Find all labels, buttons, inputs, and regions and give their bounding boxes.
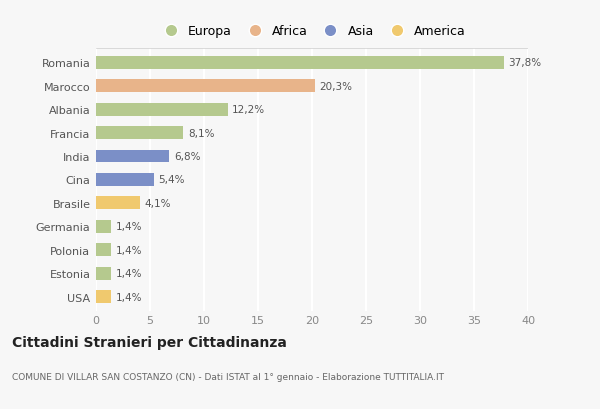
Bar [96, 267, 111, 280]
Text: 5,4%: 5,4% [158, 175, 185, 185]
Bar [96, 127, 184, 139]
Text: 1,4%: 1,4% [115, 268, 142, 279]
Text: COMUNE DI VILLAR SAN COSTANZO (CN) - Dati ISTAT al 1° gennaio - Elaborazione TUT: COMUNE DI VILLAR SAN COSTANZO (CN) - Dat… [12, 372, 444, 381]
Text: 8,1%: 8,1% [188, 128, 214, 138]
Text: 20,3%: 20,3% [320, 81, 353, 92]
Bar [96, 197, 140, 210]
Bar [96, 244, 111, 256]
Bar [96, 57, 504, 70]
Text: 1,4%: 1,4% [115, 222, 142, 231]
Bar [96, 173, 154, 187]
Bar [96, 80, 315, 93]
Text: 6,8%: 6,8% [174, 152, 200, 162]
Text: 1,4%: 1,4% [115, 292, 142, 302]
Bar [96, 220, 111, 233]
Text: 12,2%: 12,2% [232, 105, 265, 115]
Bar [96, 150, 169, 163]
Text: 1,4%: 1,4% [115, 245, 142, 255]
Legend: Europa, Africa, Asia, America: Europa, Africa, Asia, America [158, 25, 466, 38]
Text: 37,8%: 37,8% [509, 58, 542, 68]
Text: 4,1%: 4,1% [145, 198, 171, 208]
Bar [96, 290, 111, 303]
Text: Cittadini Stranieri per Cittadinanza: Cittadini Stranieri per Cittadinanza [12, 335, 287, 349]
Bar [96, 103, 228, 116]
